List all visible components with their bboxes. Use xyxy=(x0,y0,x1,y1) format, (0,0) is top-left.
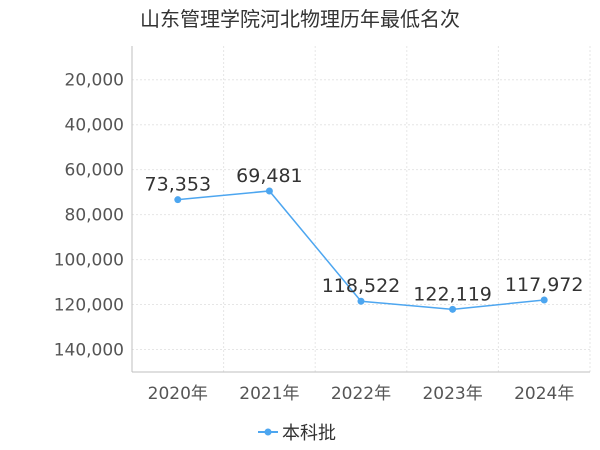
x-tick-label: 2022年 xyxy=(331,384,391,404)
data-point[interactable] xyxy=(357,297,365,305)
x-tick-label: 2024年 xyxy=(514,384,574,404)
legend-marker-icon xyxy=(264,428,272,436)
data-point[interactable] xyxy=(265,187,273,195)
y-tick-label: 60,000 xyxy=(65,161,124,181)
legend[interactable]: 本科批 xyxy=(258,423,336,444)
data-label: 69,481 xyxy=(236,165,302,187)
data-label: 122,119 xyxy=(413,283,492,305)
data-label: 117,972 xyxy=(505,274,584,296)
chart-title: 山东管理学院河北物理历年最低名次 xyxy=(140,7,460,31)
axis-layer: 20,000 40,000 60,000 80,000 100,000 120,000 14… xyxy=(54,46,590,404)
y-tick-label: 120,000 xyxy=(54,296,124,316)
grid-layer xyxy=(131,46,591,372)
series-layer xyxy=(174,187,548,313)
y-tick-label: 40,000 xyxy=(65,116,124,136)
data-label: 73,353 xyxy=(145,174,211,196)
y-tick-label: 80,000 xyxy=(65,206,124,226)
data-point[interactable] xyxy=(449,305,457,313)
data-label: 118,522 xyxy=(322,275,401,297)
legend-label: 本科批 xyxy=(282,423,336,444)
x-tick-label: 2020年 xyxy=(148,384,208,404)
y-tick-label: 20,000 xyxy=(65,71,124,91)
x-tick-label: 2021年 xyxy=(239,384,299,404)
data-point[interactable] xyxy=(540,296,548,304)
data-label-layer: 73,353 69,481 118,522 122,119 117,972 xyxy=(145,165,584,305)
x-tick-label: 2023年 xyxy=(422,384,482,404)
data-point[interactable] xyxy=(174,196,182,204)
y-tick-label: 140,000 xyxy=(54,341,124,361)
y-tick-label: 100,000 xyxy=(54,251,124,271)
